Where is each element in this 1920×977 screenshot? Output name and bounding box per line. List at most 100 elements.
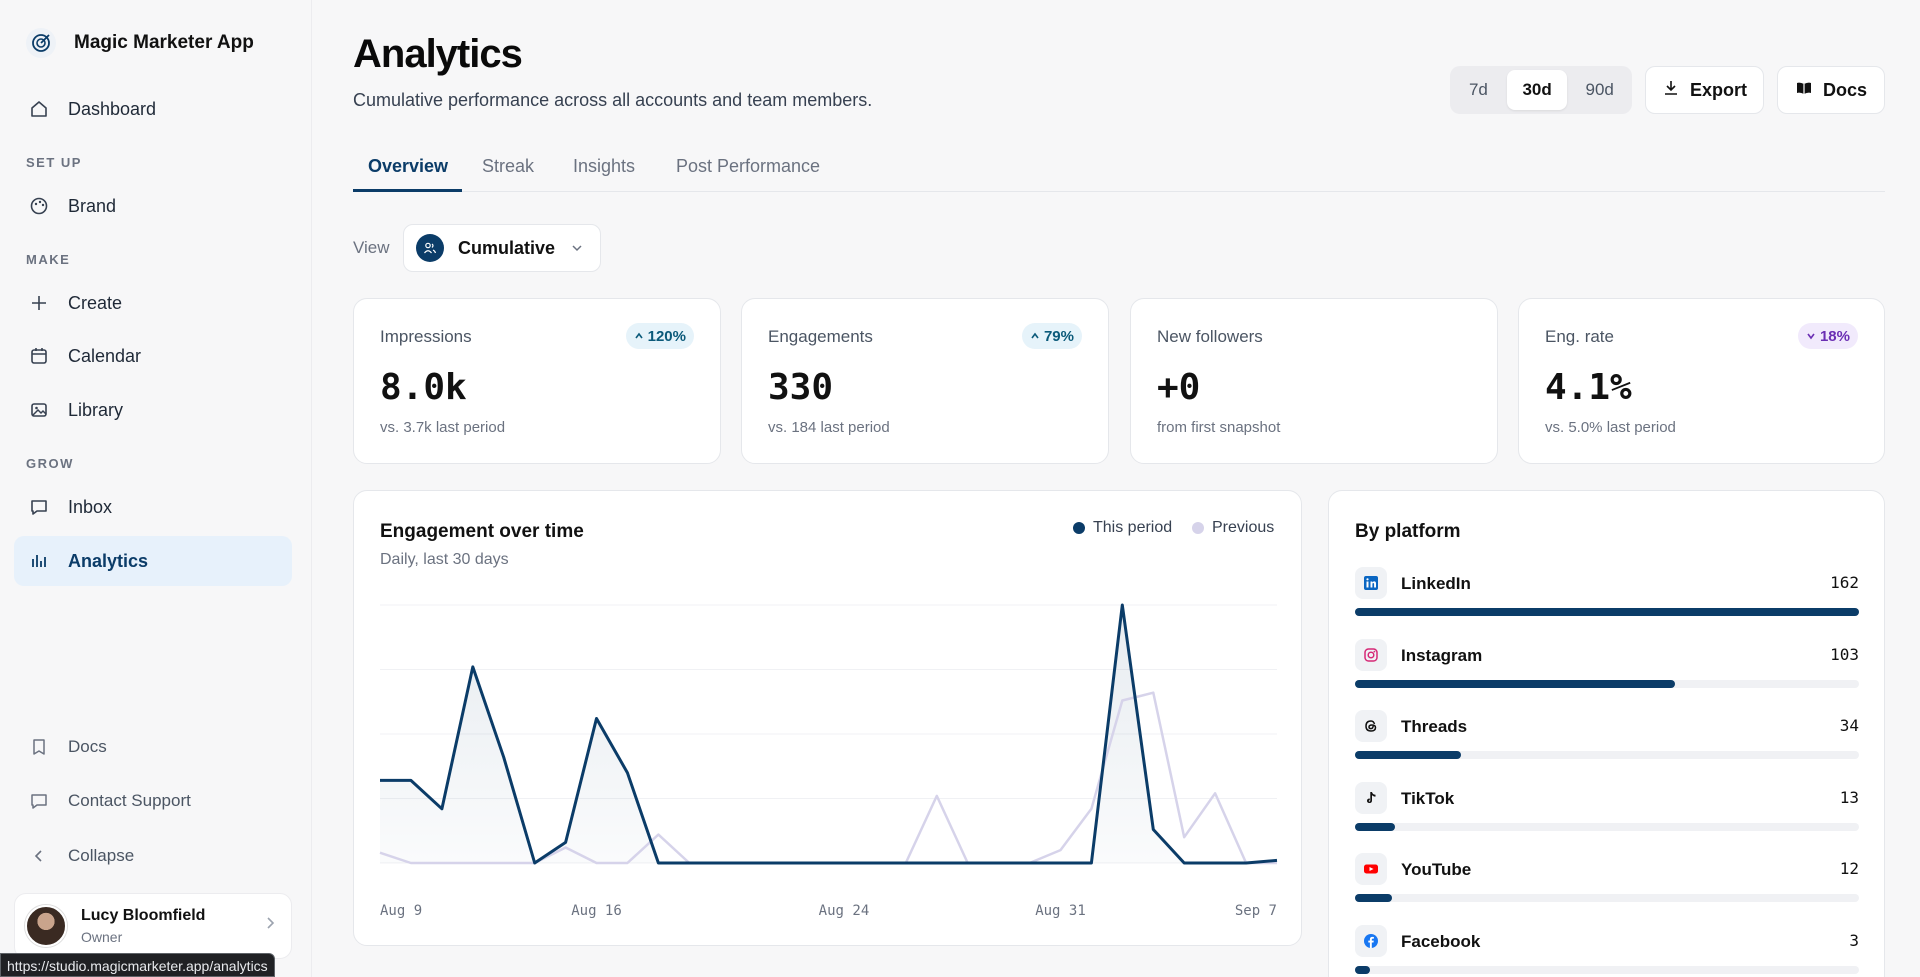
sidebar-item-dashboard[interactable]: Dashboard: [14, 84, 292, 134]
sidebar-item-label: Calendar: [68, 345, 142, 366]
platform-value: 162: [1830, 573, 1859, 592]
platform-name: Facebook: [1401, 931, 1481, 951]
sidebar-item-label: Analytics: [68, 550, 149, 571]
sidebar-item-library[interactable]: Library: [14, 385, 292, 435]
section-label-setup: SET UP: [26, 155, 82, 170]
instagram-icon: [1355, 638, 1387, 671]
image-icon: [28, 399, 50, 421]
x-tick-label: Sep 7: [1235, 903, 1277, 919]
tiktok-icon: [1355, 781, 1387, 814]
sidebar-collapse-button[interactable]: Collapse: [14, 831, 292, 881]
bar-chart-icon: [28, 550, 50, 572]
stat-value: 330: [768, 367, 834, 408]
sidebar-item-label: Inbox: [68, 496, 113, 517]
users-icon: [416, 234, 444, 262]
view-value: Cumulative: [458, 237, 556, 258]
legend-label: This period: [1093, 519, 1173, 536]
page-title: Analytics: [353, 32, 523, 76]
stat-note: vs. 184 last period: [768, 419, 890, 436]
platform-bar-fill: [1355, 965, 1371, 974]
user-menu[interactable]: Lucy Bloomfield Owner: [14, 893, 292, 959]
export-label: Export: [1689, 79, 1747, 100]
section-label-make: MAKE: [26, 252, 71, 267]
sidebar-item-calendar[interactable]: Calendar: [14, 331, 292, 381]
platform-row-facebook: Facebook 3: [1355, 924, 1859, 977]
sidebar-item-contact-support[interactable]: Contact Support: [14, 776, 292, 826]
book-icon: [28, 736, 50, 758]
sidebar-item-docs[interactable]: Docs: [14, 722, 292, 772]
linkedin-icon: [1355, 567, 1387, 599]
app-logo-icon: [26, 28, 56, 58]
sidebar-item-label: Dashboard: [68, 98, 157, 119]
platform-bar-track: [1355, 894, 1859, 902]
x-tick-label: Aug 31: [1035, 903, 1086, 919]
arrow-up-icon: [1030, 328, 1040, 345]
page-subtitle: Cumulative performance across all accoun…: [353, 90, 873, 110]
book-open-icon: [1795, 79, 1813, 102]
range-30d-button[interactable]: 30d: [1506, 70, 1568, 110]
platform-row-instagram: Instagram 103: [1355, 638, 1859, 695]
platform-name: YouTube: [1401, 860, 1472, 879]
x-tick-label: Aug 24: [819, 903, 870, 919]
platform-bar-track: [1355, 751, 1859, 759]
trend-badge: 79%: [1021, 323, 1082, 349]
badge-value: 79%: [1043, 327, 1074, 345]
tab-overview[interactable]: Overview: [353, 156, 462, 192]
chevron-left-icon: [28, 845, 50, 867]
range-90d-button[interactable]: 90d: [1585, 80, 1614, 99]
arrow-down-icon: [1806, 328, 1816, 345]
stat-note: vs. 3.7k last period: [380, 419, 506, 436]
platform-value: 12: [1839, 859, 1859, 878]
docs-button[interactable]: Docs: [1777, 66, 1885, 114]
stat-value: 4.1%: [1545, 367, 1632, 408]
x-tick-label: Aug 9: [380, 903, 422, 919]
facebook-icon: [1355, 924, 1387, 957]
platform-bar-track: [1355, 965, 1859, 974]
sidebar-item-create[interactable]: Create: [14, 278, 292, 328]
stat-card-engagements: Engagements 79% 330 vs. 184 last period: [741, 298, 1109, 464]
sidebar-item-brand[interactable]: Brand: [14, 181, 292, 231]
sidebar-item-label: Create: [68, 292, 123, 313]
tab-insights[interactable]: Insights: [573, 156, 636, 176]
stat-title: Engagements: [768, 327, 873, 346]
sidebar-item-label: Docs: [68, 737, 107, 756]
view-label: View: [353, 238, 390, 257]
view-select[interactable]: Cumulative: [403, 224, 601, 272]
tab-post-performance[interactable]: Post Performance: [676, 156, 821, 176]
stat-value: +0: [1157, 367, 1201, 408]
badge-value: 120%: [647, 327, 686, 345]
stat-note: vs. 5.0% last period: [1545, 419, 1676, 436]
platform-bar-track: [1355, 679, 1859, 688]
platform-name: Threads: [1401, 717, 1468, 736]
sidebar-item-label: Library: [68, 399, 124, 420]
legend-dot: [1073, 522, 1085, 534]
stat-title: Eng. rate: [1545, 327, 1614, 346]
stat-card-impressions: Impressions 120% 8.0k vs. 3.7k last peri…: [353, 298, 721, 464]
platform-bar-track: [1355, 608, 1859, 616]
chevron-down-icon: [570, 241, 584, 260]
badge-value: 18%: [1819, 327, 1850, 345]
analytics-tabs: Overview Streak Insights Post Performanc…: [353, 156, 1885, 192]
stat-note: from first snapshot: [1157, 419, 1281, 436]
series-line-this-period: [380, 603, 1278, 865]
avatar: [25, 905, 67, 947]
message-icon: [28, 496, 50, 518]
stat-value: 8.0k: [380, 367, 467, 408]
platform-value: 13: [1839, 787, 1859, 807]
legend-dot: [1192, 522, 1204, 534]
trend-badge: 120%: [625, 323, 694, 349]
chart-subtitle: Daily, last 30 days: [380, 551, 509, 568]
platform-bar-fill: [1355, 822, 1396, 831]
arrow-up-icon: [634, 328, 644, 345]
user-name: Lucy Bloomfield: [81, 907, 206, 924]
range-7d-button[interactable]: 7d: [1468, 80, 1488, 99]
sidebar-item-analytics[interactable]: Analytics: [14, 536, 292, 586]
platform-value: 103: [1830, 644, 1859, 664]
sidebar-item-inbox[interactable]: Inbox: [14, 482, 292, 532]
export-button[interactable]: Export: [1645, 66, 1764, 114]
legend-previous: Previous: [1192, 519, 1274, 537]
tab-streak[interactable]: Streak: [482, 156, 535, 176]
stat-title: Impressions: [380, 327, 472, 346]
date-range-toggle: 7d 30d 90d: [1450, 66, 1632, 114]
brand-header[interactable]: Magic Marketer App: [26, 28, 254, 58]
